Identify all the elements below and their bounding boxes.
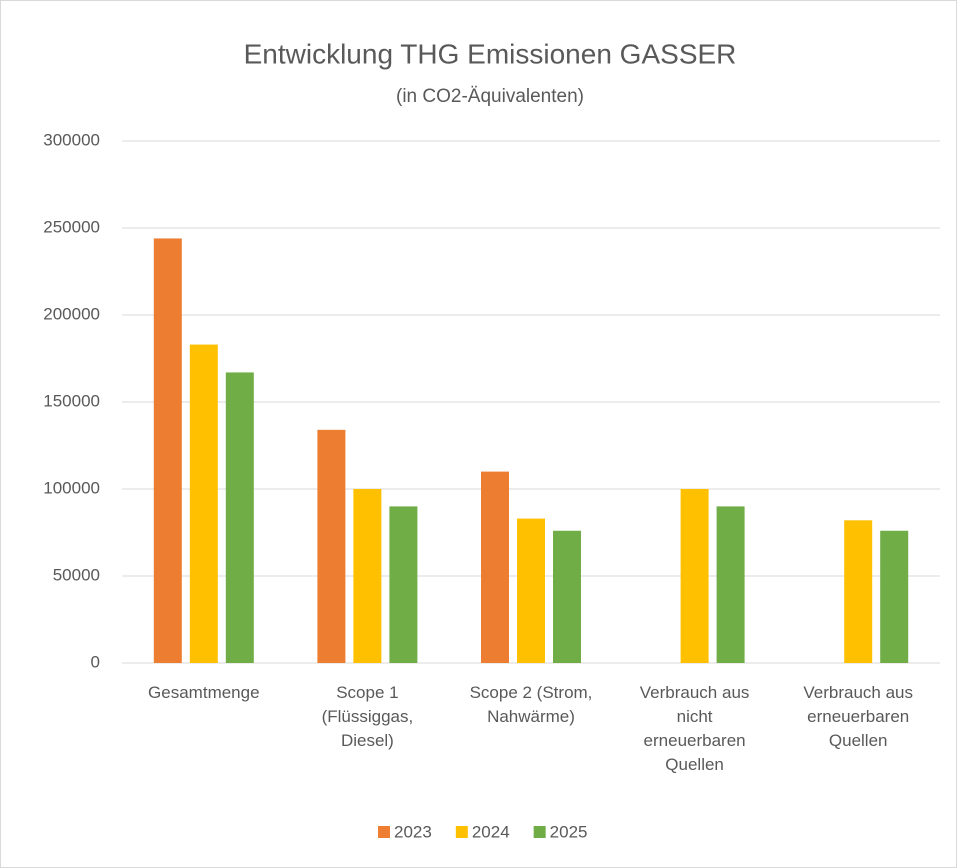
y-tick-label: 250000 (43, 217, 100, 236)
x-tick-label: Verbrauch aus nicht erneuerbaren Quellen (640, 683, 750, 774)
y-tick-label: 150000 (43, 391, 100, 410)
legend-label: 2025 (550, 822, 588, 841)
y-tick-label: 300000 (43, 130, 100, 149)
bar (553, 530, 581, 663)
bar (844, 520, 873, 663)
y-tick-label: 200000 (43, 304, 100, 323)
y-tick-label: 0 (91, 652, 100, 671)
legend-label: 2023 (394, 822, 432, 841)
bar (880, 530, 909, 663)
bar (517, 518, 545, 663)
x-tick-label: Scope 2 (Strom, Nahwärme) (470, 683, 593, 726)
x-tick-label: Verbrauch aus erneuerbaren Quellen (803, 683, 913, 750)
legend-label: 2024 (472, 822, 510, 841)
bar (716, 506, 745, 663)
y-tick-label: 100000 (43, 478, 100, 497)
x-tick-label: Gesamtmenge (148, 683, 260, 702)
bar (353, 489, 382, 663)
legend-swatch (533, 826, 546, 838)
bar (317, 429, 346, 663)
bar (481, 471, 509, 663)
bar (189, 344, 218, 663)
bar (389, 506, 418, 663)
bar (153, 238, 182, 663)
legend-swatch (378, 826, 390, 838)
x-tick-label: Scope 1 (Flüssiggas, Diesel) (322, 683, 414, 750)
chart-title: Entwicklung THG Emissionen GASSER (244, 38, 737, 69)
legend-swatch (455, 826, 468, 838)
chart-subtitle: (in CO2-Äquivalenten) (396, 86, 584, 107)
bar (680, 489, 709, 663)
y-tick-label: 50000 (53, 565, 100, 584)
bar (225, 372, 254, 663)
